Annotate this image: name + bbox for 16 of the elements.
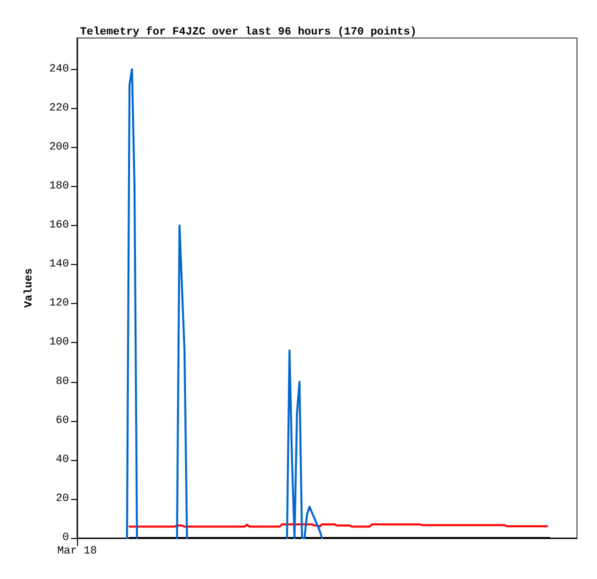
y-tick-label: 20 — [56, 492, 69, 505]
y-tick-label: 120 — [49, 298, 69, 310]
y-tick-label: 100 — [49, 336, 69, 349]
y-tick-label: 160 — [49, 220, 69, 232]
y-tick-label: 80 — [56, 376, 69, 388]
x-tick-label: Mar 18 — [57, 546, 97, 558]
y-tick-label: 40 — [56, 454, 69, 466]
y-tick-label: 180 — [49, 180, 69, 192]
chart-title: Telemetry for F4JZC over last 96 hours (170 points) — [80, 26, 417, 38]
y-tick-label: 60 — [56, 414, 69, 427]
y-tick-label: 200 — [49, 141, 69, 154]
y-tick-label: 0 — [62, 532, 69, 544]
y-tick-label: 220 — [49, 102, 69, 114]
y-axis-title: Values — [24, 268, 36, 308]
y-tick-label: 140 — [49, 258, 69, 271]
y-tick-label: 240 — [49, 63, 69, 76]
